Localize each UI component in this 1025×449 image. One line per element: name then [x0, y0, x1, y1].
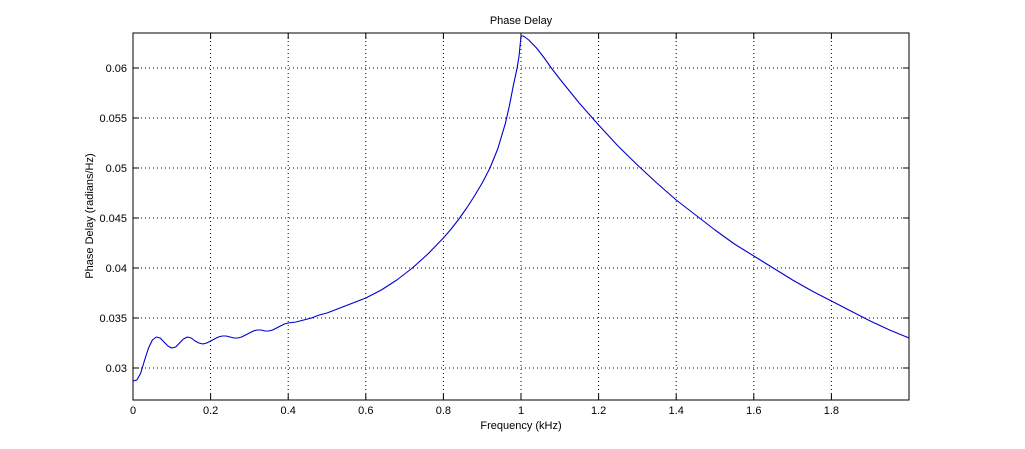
y-tick-label: 0.055: [99, 113, 127, 125]
x-tick-label: 0.8: [436, 405, 451, 417]
x-tick-label: 1.4: [669, 405, 684, 417]
x-tick-label: 1.2: [591, 405, 606, 417]
x-tick-labels: 0 0.2 0.4 0.6 0.8 1 1.2 1.4 1.6 1.8: [130, 405, 839, 417]
plot-background: [133, 33, 909, 400]
x-axis-label: Frequency (kHz): [480, 420, 561, 432]
y-tick-label: 0.045: [99, 213, 127, 225]
x-tick-label: 0.4: [281, 405, 296, 417]
grid-lines: [133, 33, 909, 400]
x-tick-label: 0: [130, 405, 136, 417]
x-tick-label: 0.6: [358, 405, 373, 417]
x-tick-label: 0.2: [203, 405, 218, 417]
y-tick-label: 0.04: [106, 263, 127, 275]
series-line-0: [132, 35, 910, 382]
y-tick-labels: 0.03 0.035 0.04 0.045 0.05 0.055 0.06: [99, 63, 127, 375]
x-tick-label: 1.8: [824, 405, 839, 417]
x-tick-label: 1.6: [746, 405, 761, 417]
y-tick-label: 0.035: [99, 313, 127, 325]
y-tick-label: 0.03: [106, 363, 127, 375]
x-tick-label: 1: [518, 405, 524, 417]
y-tick-label: 0.05: [106, 163, 127, 175]
series-group: [132, 35, 910, 382]
y-tick-label: 0.06: [106, 63, 127, 75]
y-axis-label: Phase Delay (radians/Hz): [84, 153, 96, 278]
tick-marks: [132, 33, 909, 400]
chart-title: Phase Delay: [490, 15, 553, 27]
